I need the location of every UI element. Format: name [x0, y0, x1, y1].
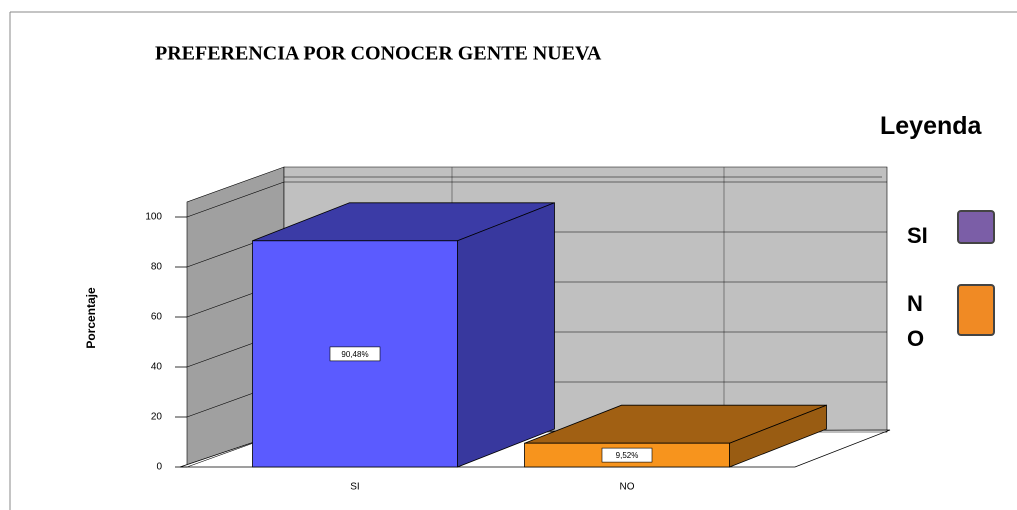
legend-swatch	[957, 210, 995, 244]
x-tick-label: SI	[350, 482, 359, 493]
legend-label: SI	[907, 223, 928, 248]
chart-title: PREFERENCIA POR CONOCER GENTE NUEVA	[155, 43, 602, 65]
y-tick-label: 0	[156, 462, 162, 473]
y-tick-label: 40	[151, 362, 163, 373]
value-label-box	[329, 346, 381, 362]
y-tick-label: 80	[151, 262, 163, 273]
y-tick-label: 100	[145, 212, 162, 223]
value-label: 9,52%	[616, 451, 639, 460]
y-tick-label: 60	[151, 312, 163, 323]
legend-title: Leyenda	[880, 112, 982, 140]
value-label: 90,48%	[341, 350, 368, 359]
grid-line	[186, 181, 285, 218]
bar-side	[457, 202, 555, 468]
value-label-box	[601, 447, 653, 463]
x-tick-label: NO	[620, 482, 635, 493]
legend-label: NO	[907, 291, 925, 352]
y-tick-label: 20	[151, 412, 163, 423]
legend-swatch	[957, 284, 995, 336]
y-axis-label: Porcentaje	[84, 287, 98, 349]
